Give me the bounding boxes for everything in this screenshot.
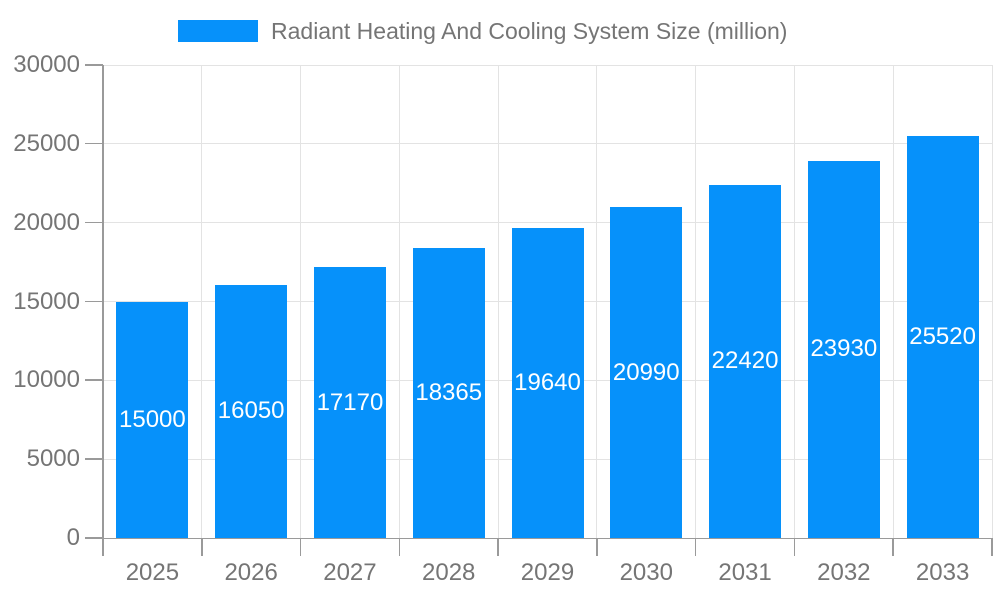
gridline-vertical: [398, 65, 400, 538]
x-axis-tick: [991, 538, 993, 556]
gridline-vertical: [497, 65, 499, 538]
y-axis-tick: [85, 458, 103, 460]
y-axis-tick-label: 15000: [13, 287, 80, 315]
y-axis-tick: [85, 221, 103, 224]
x-axis-line: [85, 537, 992, 539]
x-axis-tick-label: 2026: [224, 559, 278, 586]
gridline-vertical: [596, 65, 598, 538]
bar[interactable]: [610, 207, 683, 538]
y-axis-tick-label: 10000: [13, 366, 80, 394]
x-axis-tick-label: 2033: [915, 559, 970, 586]
bar[interactable]: [906, 135, 979, 538]
x-axis-tick-label: 2027: [323, 559, 377, 586]
bar[interactable]: [215, 284, 288, 538]
bar[interactable]: [116, 301, 189, 538]
x-axis-tick: [299, 538, 302, 556]
gridline-horizontal: [103, 143, 992, 145]
x-axis-tick-label: 2025: [125, 559, 180, 586]
x-axis-tick-label: 2031: [718, 559, 772, 586]
x-axis-tick-label: 2028: [422, 559, 476, 586]
x-axis-tick: [497, 538, 499, 556]
gridline-vertical: [300, 65, 302, 538]
bar[interactable]: [511, 228, 584, 538]
y-axis-tick: [85, 64, 103, 66]
gridline-vertical: [695, 65, 697, 538]
y-axis-tick-label: 5000: [26, 445, 80, 473]
bar[interactable]: [807, 160, 880, 538]
y-axis-tick-label: 20000: [13, 208, 80, 236]
gridline-horizontal: [103, 64, 992, 66]
gridline-vertical: [201, 65, 203, 538]
legend[interactable]: Radiant Heating And Cooling System Size …: [178, 16, 787, 46]
x-axis-tick-label: 2029: [520, 559, 575, 586]
gridline-vertical: [892, 65, 894, 538]
x-axis-tick: [596, 538, 598, 556]
x-axis-tick: [102, 538, 104, 556]
legend-label: Radiant Heating And Cooling System Size …: [271, 18, 788, 44]
y-axis-tick-label: 25000: [13, 129, 80, 157]
legend-swatch: [178, 20, 258, 42]
x-axis-tick: [694, 538, 697, 556]
x-axis-tick: [793, 538, 796, 556]
x-axis-tick: [398, 538, 401, 556]
y-axis-tick-label: 30000: [13, 51, 80, 78]
bar[interactable]: [412, 248, 485, 538]
gridline-vertical: [793, 65, 795, 538]
bar[interactable]: [313, 267, 386, 538]
x-axis-tick: [892, 538, 894, 556]
y-axis-tick: [85, 379, 103, 381]
x-axis-tick: [201, 538, 203, 556]
x-axis-tick-label: 2030: [619, 559, 673, 586]
bar[interactable]: [709, 184, 782, 538]
y-axis-tick: [85, 142, 103, 145]
y-axis-tick: [85, 300, 103, 302]
y-axis-line: [102, 65, 104, 539]
y-axis-tick-label: 0: [66, 524, 80, 551]
x-axis-tick-label: 2032: [817, 559, 871, 586]
gridline-vertical: [991, 65, 993, 538]
gridline-horizontal: [103, 222, 992, 224]
